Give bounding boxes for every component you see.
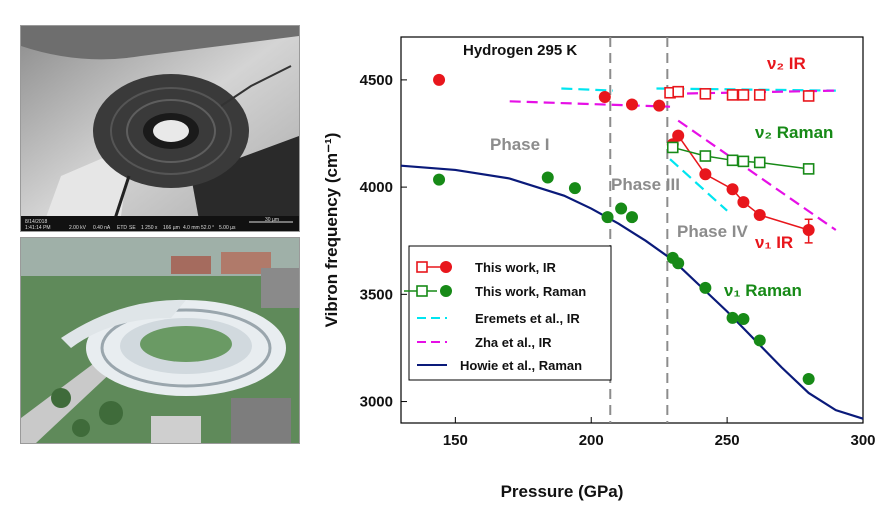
data-point xyxy=(699,88,712,100)
data-point xyxy=(699,150,712,162)
data-point xyxy=(726,154,739,167)
sem-image: 8/14/2018 1:41:14 PM 2.00 kV 0.40 nA ETD… xyxy=(20,25,300,232)
data-markers xyxy=(433,73,815,386)
data-point xyxy=(666,141,679,154)
x-tick-label: 150 xyxy=(443,432,468,449)
y-tick-label: 3500 xyxy=(360,286,393,303)
data-point xyxy=(737,196,750,209)
y-axis-title: Vibron frequency (cm⁻¹) xyxy=(322,133,341,328)
data-point xyxy=(653,99,666,112)
data-point xyxy=(753,89,766,101)
data-point xyxy=(601,211,614,224)
sem-det: ETD xyxy=(117,225,127,231)
data-point xyxy=(598,91,611,104)
data-point xyxy=(699,168,712,181)
legend: This work, IR This work, Raman Eremets e… xyxy=(404,245,612,381)
y-tick-label: 4500 xyxy=(360,72,393,89)
sem-mode: SE xyxy=(129,225,136,231)
data-point xyxy=(626,211,638,224)
data-point xyxy=(726,183,739,196)
phase-label-3: Phase III xyxy=(611,175,680,194)
legend-ir-square-marker xyxy=(416,261,428,273)
annotation-nu2-raman: ν₂ Raman xyxy=(755,123,833,142)
legend-raman-circle-marker xyxy=(440,285,452,297)
data-point xyxy=(753,156,766,169)
annotation-nu2-ir: ν₂ IR xyxy=(767,54,806,73)
synchrotron-aerial-drawing xyxy=(21,238,299,443)
data-point xyxy=(672,129,685,142)
legend-item-zha: Zha et al., IR xyxy=(417,335,552,350)
plot-frame xyxy=(400,36,864,424)
legend-item-ir: This work, IR xyxy=(416,260,557,275)
x-tick-label: 200 xyxy=(579,432,604,449)
sem-scale-label: 30 µm xyxy=(265,217,279,223)
x-axis-title: Pressure (GPa) xyxy=(501,482,624,501)
axis-ticks: 150 200 250 300 3000 3500 4000 4500 xyxy=(360,72,876,449)
series-line-segment xyxy=(509,100,671,108)
aerial-image xyxy=(20,237,300,444)
legend-item-raman: This work, Raman xyxy=(404,284,586,299)
data-point xyxy=(726,89,739,101)
phase-label-1: Phase I xyxy=(490,135,550,154)
legend-label-raman: This work, Raman xyxy=(475,284,586,299)
x-tick-label: 250 xyxy=(715,432,740,449)
sem-mag: 1 250 x xyxy=(141,225,158,231)
sem-curr: 0.40 nA xyxy=(93,225,111,231)
data-point xyxy=(802,90,815,102)
annotation-nu1-raman: ν₁ Raman xyxy=(724,281,802,300)
data-point xyxy=(802,163,815,175)
vibron-frequency-chart: 150 200 250 300 3000 3500 4000 4500 Hydrogen 29… xyxy=(322,36,876,501)
x-tick-label: 300 xyxy=(850,432,875,449)
sem-tilt: 52.0 ° xyxy=(201,225,214,231)
legend-label-ir: This work, IR xyxy=(475,260,557,275)
data-point xyxy=(753,208,766,221)
data-point xyxy=(802,373,815,386)
data-point xyxy=(737,155,750,168)
sem-dwell: 5.00 µs xyxy=(219,225,236,231)
data-point xyxy=(433,73,446,86)
series-connector xyxy=(672,134,809,231)
sem-hfw: 166 µm xyxy=(163,225,180,231)
sem-micrograph-drawing: 8/14/2018 1:41:14 PM 2.00 kV 0.40 nA ETD… xyxy=(21,26,299,231)
phase-boundaries xyxy=(609,37,669,423)
sem-hv: 2.00 kV xyxy=(69,225,87,231)
series-line-segment xyxy=(669,158,728,212)
sem-date: 8/14/2018 xyxy=(25,219,47,225)
data-point xyxy=(737,312,750,325)
data-point xyxy=(699,281,712,294)
series-line-segment xyxy=(561,87,614,92)
series-line-segment xyxy=(677,119,837,231)
legend-item-howie: Howie et al., Raman xyxy=(417,358,582,373)
chart-title: Hydrogen 295 K xyxy=(463,42,577,59)
legend-label-zha: Zha et al., IR xyxy=(475,335,552,350)
data-point xyxy=(726,311,739,324)
y-tick-label: 3000 xyxy=(360,394,393,411)
sem-time: 1:41:14 PM xyxy=(25,225,51,231)
data-point xyxy=(541,171,554,184)
data-point xyxy=(433,173,446,186)
legend-label-howie: Howie et al., Raman xyxy=(460,358,582,373)
phase-label-4: Phase IV xyxy=(677,222,749,241)
legend-label-eremets: Eremets et al., IR xyxy=(475,311,580,326)
data-point xyxy=(672,257,685,270)
legend-item-eremets: Eremets et al., IR xyxy=(417,311,580,326)
annotation-nu1-ir: ν₁ IR xyxy=(755,233,793,252)
data-point xyxy=(737,89,750,101)
data-point xyxy=(615,202,628,215)
data-point xyxy=(672,85,685,98)
y-tick-label: 4000 xyxy=(360,179,393,196)
data-point xyxy=(753,334,766,347)
legend-raman-square-marker xyxy=(416,285,428,297)
sem-wd: 4.0 mm xyxy=(183,225,200,231)
data-point xyxy=(568,182,581,195)
data-point xyxy=(626,98,638,111)
legend-ir-circle-marker xyxy=(440,261,452,273)
